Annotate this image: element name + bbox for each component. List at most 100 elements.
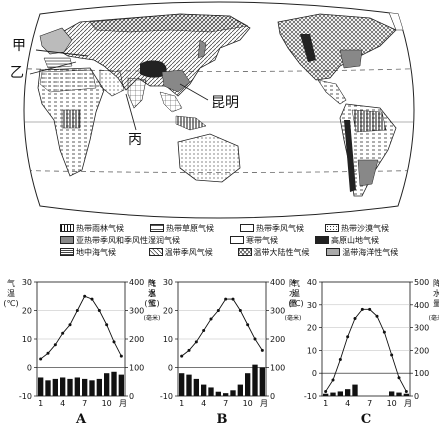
month-tick-label: 10 (102, 399, 112, 408)
left-tick-label: 10 (22, 335, 32, 344)
temperature-point (194, 340, 198, 344)
right-axis-label: 量 (289, 299, 297, 308)
precipitation-bar (337, 391, 343, 396)
right-tick-label: 100 (414, 369, 429, 378)
precipitation-bar (67, 378, 73, 396)
month-tick-label: 7 (82, 399, 87, 408)
right-tick-label: 500 (414, 278, 429, 287)
left-axis-label: 气 (148, 278, 156, 288)
label-yi: 乙 (10, 65, 24, 81)
temperature-point (346, 335, 350, 339)
temperature-point (260, 348, 264, 352)
left-axis-label: 温 (7, 289, 15, 298)
month-tick-label: 1 (323, 399, 328, 408)
legend-swatch (148, 248, 163, 256)
left-tick-label: 30 (22, 278, 32, 287)
pointer-bing (125, 93, 137, 131)
temperature-line (181, 298, 263, 357)
right-axis-label: 水 (148, 288, 156, 298)
precipitation-bar (201, 384, 207, 396)
temperature-point (253, 337, 257, 341)
legend-label: 亚热带季风和季风性湿润气候 (76, 235, 180, 245)
temperature-point (119, 354, 123, 358)
legend-item: 温带海洋性气候 (326, 247, 420, 258)
andes-region (344, 120, 356, 192)
right-tick-label: 0 (414, 392, 419, 401)
legend-label: 热带沙漠气候 (341, 223, 389, 233)
precipitation-bar (252, 364, 258, 396)
left-tick-label: 20 (22, 307, 32, 316)
temperature-point (375, 314, 379, 318)
legend-swatch (315, 236, 329, 244)
temperature-point (353, 316, 357, 320)
temperature-point (246, 323, 250, 327)
right-tick-label: 0 (129, 392, 134, 401)
legend-label: 寒带气候 (246, 235, 278, 245)
left-axis-label: 气 (7, 278, 15, 288)
month-tick-label: 4 (345, 399, 350, 408)
temperature-point (187, 348, 191, 352)
left-axis-label: 温 (292, 289, 300, 298)
precipitation-bar (38, 377, 44, 396)
temperature-point (360, 307, 364, 311)
temperature-point (105, 323, 109, 327)
legend-item: 地中海气候 (60, 247, 149, 258)
temperature-point (90, 297, 94, 301)
left-axis-label: (℃) (144, 299, 159, 308)
temperature-point (224, 297, 228, 301)
right-tick-label: 400 (270, 278, 285, 287)
precipitation-bar (60, 377, 66, 396)
right-axis-label: 降 (433, 278, 439, 288)
precipitation-bar (52, 378, 58, 396)
temperature-point (97, 309, 101, 312)
left-axis-label: (℃) (288, 299, 303, 308)
right-axis-label: 降 (148, 278, 156, 288)
month-tick-label: 1 (179, 399, 184, 408)
legend-label: 高原山地气候 (331, 235, 379, 245)
temperature-line (40, 295, 122, 360)
right-tick-label: 400 (414, 301, 429, 310)
right-tick-label: 0 (270, 392, 275, 401)
right-tick-label: 100 (270, 364, 285, 373)
label-bing: 丙 (128, 132, 142, 148)
legend-row: 热带雨林气候 热带草原气候 热带季风气候 热带沙漠气候 (60, 222, 420, 234)
precipitation-bar (193, 378, 199, 396)
australia-landmass (177, 133, 241, 183)
label-kunming: 昆明 (211, 95, 239, 111)
precipitation-bar (186, 374, 192, 396)
central-america (317, 79, 347, 105)
temperature-point (338, 358, 342, 362)
temperature-point (390, 353, 394, 357)
legend-label: 温带季风气候 (164, 247, 213, 257)
temperature-point (382, 330, 386, 334)
legend-label: 温带大陆性气候 (253, 247, 310, 257)
left-tick-label: 40 (307, 278, 317, 287)
temperature-point (368, 307, 372, 311)
legend-item: 亚热带季风和季风性湿润气候 (60, 235, 230, 246)
temperature-line (325, 308, 407, 392)
precipitation-bar (389, 391, 395, 396)
right-axis-label: (毫米) (429, 314, 439, 322)
siberia-region (89, 13, 249, 33)
precipitation-bar (245, 373, 251, 396)
month-tick-label: 10 (387, 399, 397, 408)
right-axis-label: (毫米) (144, 314, 161, 322)
precipitation-bar (215, 391, 221, 396)
precipitation-bar (82, 378, 88, 396)
temperature-point (68, 323, 72, 327)
precipitation-bar (208, 387, 214, 396)
right-axis-label: 量 (148, 299, 156, 308)
temperature-point (209, 317, 213, 321)
temperature-point (180, 354, 184, 358)
south-china-region (161, 69, 191, 93)
month-unit-label: 月 (119, 399, 127, 408)
left-axis-label: 气 (292, 278, 300, 288)
pointer-kunming (179, 83, 209, 101)
congo-region (61, 109, 81, 129)
chart-letter: B (217, 412, 228, 427)
chart-letter: C (361, 412, 371, 427)
month-unit-label: 月 (404, 399, 412, 408)
left-tick-label: -10 (160, 392, 173, 401)
